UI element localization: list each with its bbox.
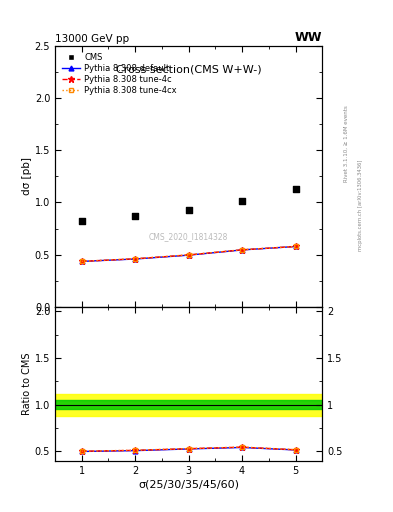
Bar [55, 400, 322, 410]
Pythia 8.308 tune-4c [186, 252, 191, 258]
Pythia 8.308 tune-4c [133, 255, 138, 262]
Line: Pythia 8.308 tune-4cx: Pythia 8.308 tune-4cx [80, 245, 297, 263]
Pythia 8.308 tune-4cx [186, 252, 191, 258]
Text: mcplots.cern.ch [arXiv:1306.3436]: mcplots.cern.ch [arXiv:1306.3436] [358, 159, 363, 250]
Pythia 8.308 tune-4cx [79, 258, 84, 264]
CMS [132, 212, 138, 220]
Pythia 8.308 default [293, 243, 298, 249]
Pythia 8.308 tune-4cx [133, 255, 138, 262]
Y-axis label: Ratio to CMS: Ratio to CMS [22, 353, 32, 415]
Pythia 8.308 default [133, 256, 138, 262]
Text: 13000 GeV pp: 13000 GeV pp [55, 33, 129, 44]
Pythia 8.308 default [186, 252, 191, 258]
CMS [292, 185, 299, 193]
Pythia 8.308 tune-4cx [240, 247, 244, 253]
CMS [239, 197, 245, 205]
CMS [185, 206, 192, 214]
Text: WW: WW [295, 31, 322, 44]
Text: CMS_2020_I1814328: CMS_2020_I1814328 [149, 232, 228, 241]
Text: Cross section(CMS W+W-): Cross section(CMS W+W-) [116, 65, 261, 74]
Pythia 8.308 tune-4c [79, 259, 84, 265]
Line: Pythia 8.308 default: Pythia 8.308 default [79, 244, 298, 264]
Legend: CMS, Pythia 8.308 default, Pythia 8.308 tune-4c, Pythia 8.308 tune-4cx: CMS, Pythia 8.308 default, Pythia 8.308 … [59, 50, 179, 97]
Pythia 8.308 tune-4c [293, 243, 298, 249]
Text: Rivet 3.1.10, ≥ 1.6M events: Rivet 3.1.10, ≥ 1.6M events [344, 105, 349, 182]
Line: Pythia 8.308 tune-4c: Pythia 8.308 tune-4c [79, 243, 299, 265]
Pythia 8.308 default [240, 247, 244, 253]
CMS [79, 217, 85, 225]
X-axis label: σ(25/30/35/45/60): σ(25/30/35/45/60) [138, 480, 239, 490]
Pythia 8.308 default [79, 259, 84, 265]
Y-axis label: dσ [pb]: dσ [pb] [22, 157, 32, 196]
Pythia 8.308 tune-4cx [293, 243, 298, 249]
Bar [55, 394, 322, 416]
Pythia 8.308 tune-4c [240, 247, 244, 253]
